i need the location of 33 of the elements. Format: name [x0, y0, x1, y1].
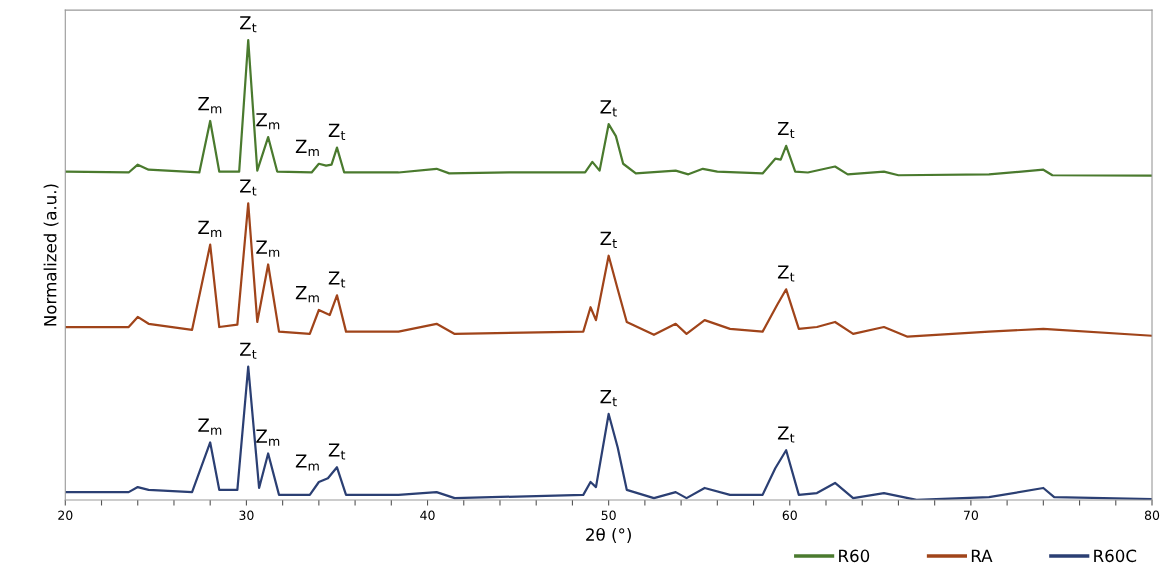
annotation: Z$_{m}$ [256, 429, 280, 446]
annotation: Z$_{m}$ [198, 418, 222, 435]
x-axis-title: 2θ (°) [586, 527, 631, 543]
annotation: Z$_{t}$ [777, 265, 795, 282]
annotation: Z$_{t}$ [240, 342, 257, 359]
legend-label: R60 [839, 549, 870, 563]
x-tick-label: 30 [239, 510, 254, 521]
x-tick-label: 70 [963, 510, 979, 521]
annotation: Z$_{m}$ [198, 97, 222, 114]
x-tick-label: 50 [601, 510, 616, 521]
annotation: Z$_{t}$ [777, 121, 795, 139]
annotation: Z$_{t}$ [328, 443, 346, 460]
annotation: Z$_{m}$ [295, 454, 319, 471]
annotation: Z$_{t}$ [600, 100, 617, 117]
legend-label: R60C [1094, 549, 1137, 563]
annotation: Z$_{m}$ [295, 286, 319, 303]
annotation: Z$_{m}$ [295, 139, 319, 156]
x-tick-label: 60 [782, 510, 797, 521]
annotation: Z$_{t}$ [600, 390, 617, 407]
annotation: Z$_{t}$ [240, 16, 257, 33]
x-tick-label: 20 [58, 510, 73, 521]
annotation: Z$_{t}$ [328, 271, 346, 288]
x-tick-label: 80 [1144, 510, 1160, 521]
annotation: Z$_{t}$ [600, 231, 617, 248]
annotation: Z$_{t}$ [240, 179, 257, 196]
annotation: Z$_{m}$ [256, 113, 280, 130]
annotation: Z$_{m}$ [256, 240, 280, 257]
x-tick-label: 40 [420, 510, 435, 521]
legend-label: RA [971, 549, 993, 562]
annotation: Z$_{t}$ [328, 123, 346, 140]
annotation: Z$_{m}$ [198, 220, 222, 237]
y-axis-title: Normalized (a.u.) [43, 184, 59, 326]
annotation: Z$_{t}$ [777, 426, 795, 443]
